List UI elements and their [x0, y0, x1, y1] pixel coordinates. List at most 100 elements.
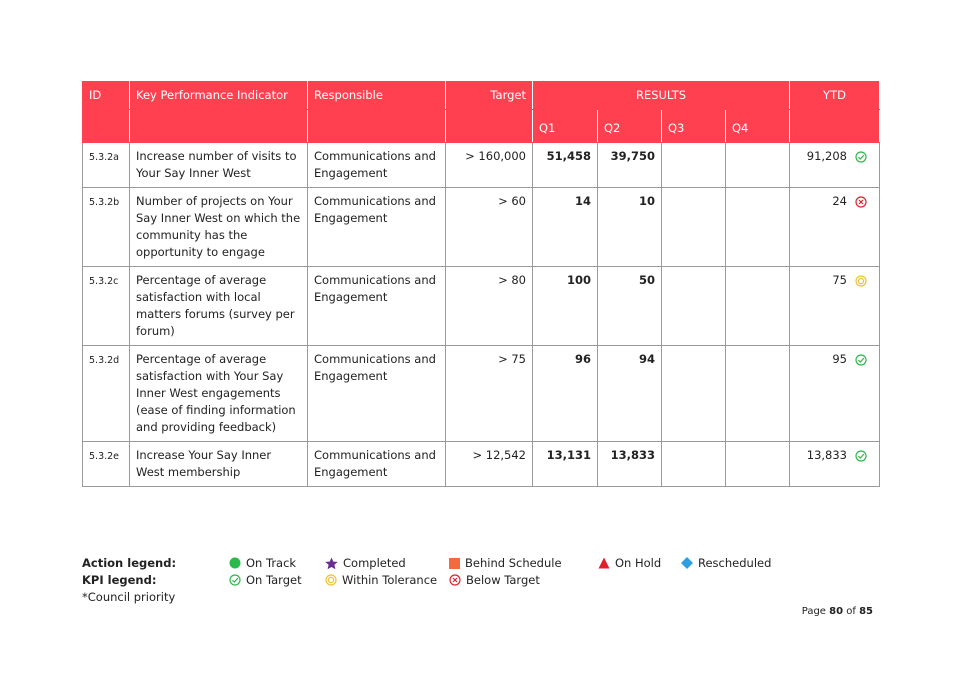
table-row: 5.3.2d Percentage of average satisfaction…: [82, 345, 880, 442]
ytd-value: 95: [832, 352, 847, 366]
legend-item: On Hold: [598, 556, 661, 570]
id-cell: 5.3.2b: [82, 187, 130, 267]
kpi-cell: Percentage of average satisfaction with …: [129, 266, 308, 346]
header-cell: [307, 109, 446, 143]
footer-page: 80: [829, 606, 844, 617]
ytd-value: 75: [832, 273, 847, 287]
target-cell: > 75: [445, 345, 533, 442]
q2-cell: 10: [597, 187, 662, 267]
legend-item: On Track: [229, 556, 296, 570]
kpi-cell: Increase Your Say Inner West membership: [129, 441, 308, 487]
legend-label: Completed: [343, 556, 406, 570]
q2-cell: 39,750: [597, 142, 662, 188]
header-cell: [789, 109, 880, 143]
header-cell: Key Performance Indicator: [129, 81, 308, 110]
ytd-cell: 24: [789, 187, 880, 267]
legend-item: Rescheduled: [681, 556, 771, 570]
legend-label: Below Target: [466, 573, 540, 587]
q1-cell: 96: [532, 345, 598, 442]
legend-item: Behind Schedule: [449, 556, 562, 570]
responsible-cell: Communications and Engagement: [307, 441, 446, 487]
legend-item: Below Target: [449, 573, 540, 587]
header-cell: Q2: [597, 109, 662, 143]
header-cell: Q3: [661, 109, 726, 143]
responsible-cell: Communications and Engagement: [307, 187, 446, 267]
q4-cell: [725, 266, 790, 346]
legend-label: Rescheduled: [698, 556, 772, 570]
header-row: Q1 Q2 Q3 Q4: [82, 109, 880, 143]
ytd-wrap: 24: [790, 193, 879, 210]
kpi-cell: Percentage of average satisfaction with …: [129, 345, 308, 442]
q3-cell: [661, 266, 726, 346]
target-cell: > 80: [445, 266, 533, 346]
ytd-wrap: 91,208: [790, 148, 879, 165]
target-cell: > 60: [445, 187, 533, 267]
header-cell: Q4: [725, 109, 790, 143]
status-icon: [855, 353, 867, 366]
q1-cell: 13,131: [532, 441, 598, 487]
table-row: 5.3.2b Number of projects on Your Say Inn…: [82, 187, 880, 267]
q4-cell: [725, 441, 790, 487]
legend-label: Behind Schedule: [465, 556, 562, 570]
header-cell: Target: [445, 81, 533, 110]
legend-label: On Track: [246, 556, 297, 570]
legend-title: Action legend:: [82, 556, 177, 570]
q4-cell: [725, 142, 790, 188]
legend-label: On Hold: [615, 556, 662, 570]
kpi-cell: Increase number of visits to Your Say In…: [129, 142, 308, 188]
legend-note: *Council priority: [82, 590, 176, 604]
ytd-wrap: 13,833: [790, 447, 879, 464]
q2-cell: 94: [597, 345, 662, 442]
q3-cell: [661, 187, 726, 267]
table-row: 5.3.2c Percentage of average satisfaction…: [82, 266, 880, 346]
header-cell: [82, 109, 130, 143]
kpi-cell: Number of projects on Your Say Inner Wes…: [129, 187, 308, 267]
ytd-value: 24: [832, 194, 847, 208]
legend-label: Within Tolerance: [342, 573, 438, 587]
legend-item: Completed: [325, 556, 406, 570]
target-cell: > 160,000: [445, 142, 533, 188]
q2-cell: 13,833: [597, 441, 662, 487]
id-cell: 5.3.2c: [82, 266, 130, 346]
ytd-value: 13,833: [806, 448, 847, 462]
table-body: 5.3.2a Increase number of visits to Your …: [82, 142, 880, 487]
header-cell: YTD: [789, 81, 880, 110]
q3-cell: [661, 345, 726, 442]
q3-cell: [661, 142, 726, 188]
kpi-table: ID Key Performance Indicator Responsible…: [82, 81, 880, 487]
header-cell: [129, 109, 308, 143]
legend-item: Within Tolerance: [325, 573, 437, 587]
ytd-cell: 75: [789, 266, 880, 346]
header-cell: Responsible: [307, 81, 446, 110]
responsible-cell: Communications and Engagement: [307, 345, 446, 442]
ytd-wrap: 75: [790, 272, 879, 289]
footer-total: 85: [859, 606, 873, 617]
ytd-wrap: 95: [790, 351, 879, 368]
responsible-cell: Communications and Engagement: [307, 142, 446, 188]
legend-title: KPI legend:: [82, 573, 157, 587]
status-icon: [855, 274, 867, 287]
legend-label: On Target: [246, 573, 302, 587]
status-icon: [855, 150, 867, 163]
header-cell: ID: [82, 81, 130, 110]
id-cell: 5.3.2d: [82, 345, 130, 442]
footer-text: of: [846, 606, 856, 617]
legend-item: On Target: [229, 573, 302, 587]
id-cell: 5.3.2e: [82, 441, 130, 487]
q4-cell: [725, 187, 790, 267]
table-row: 5.3.2e Increase Your Say Inner West membe…: [82, 441, 880, 487]
header-row: ID Key Performance Indicator Responsible…: [82, 81, 880, 110]
responsible-cell: Communications and Engagement: [307, 266, 446, 346]
q4-cell: [725, 345, 790, 442]
status-icon: [855, 449, 867, 462]
header-cell: [445, 109, 533, 143]
ytd-value: 91,208: [806, 149, 847, 163]
q1-cell: 14: [532, 187, 598, 267]
q2-cell: 50: [597, 266, 662, 346]
q1-cell: 51,458: [532, 142, 598, 188]
id-cell: 5.3.2a: [82, 142, 130, 188]
status-icon: [855, 195, 867, 208]
page-number: Page 80 of 85: [802, 606, 873, 617]
ytd-cell: 91,208: [789, 142, 880, 188]
